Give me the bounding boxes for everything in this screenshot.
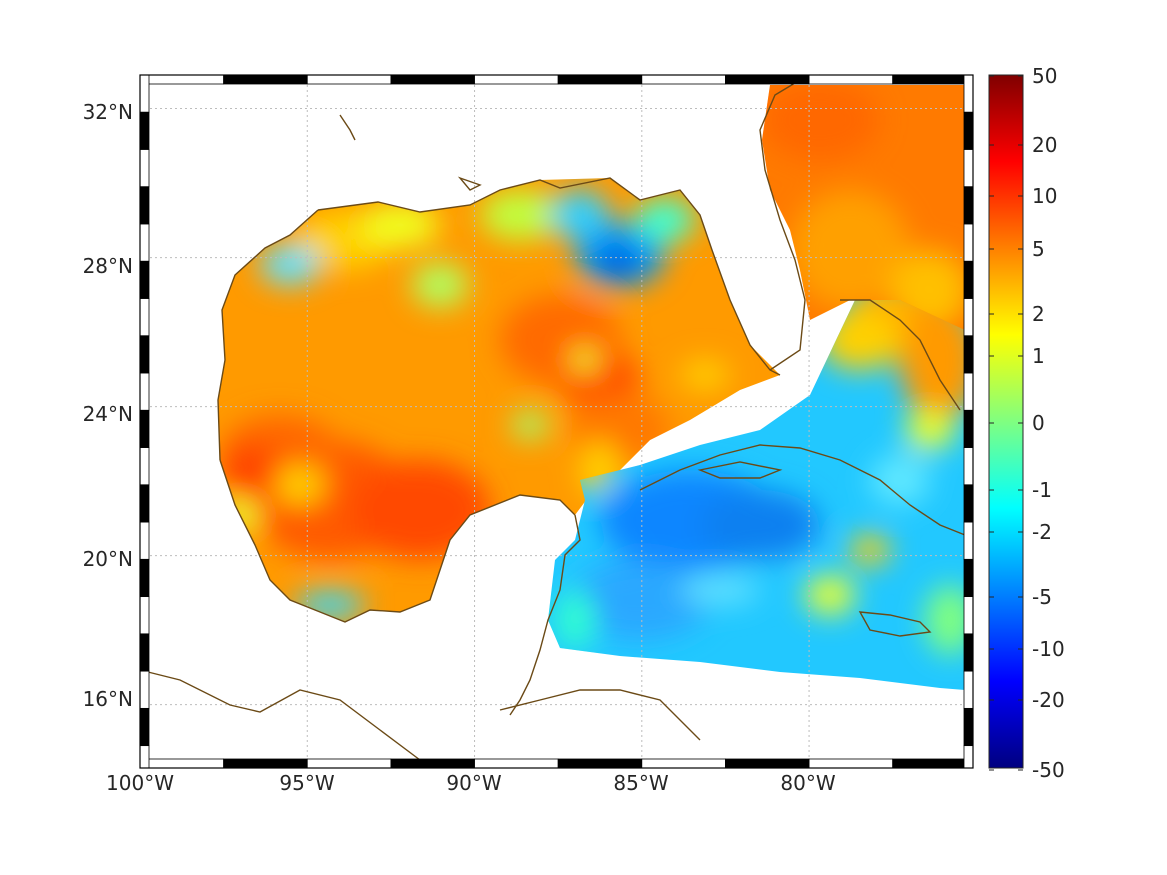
lon-tick-label: 85°W [613, 771, 668, 795]
frame-segment [963, 745, 974, 769]
frame-segment [963, 409, 974, 448]
lon-tick-label: 95°W [279, 771, 334, 795]
frame-segment [139, 111, 150, 150]
frame-segment [963, 298, 974, 337]
frame-segment [139, 372, 150, 411]
colorbar-tick-label: 2 [1032, 302, 1045, 326]
caribbean-field [548, 300, 965, 690]
colorbar-tick-label: 1 [1032, 344, 1045, 368]
frame-segment [963, 260, 974, 299]
coastlines [139, 74, 966, 761]
frame-segment [963, 558, 974, 598]
frame-segment [223, 758, 308, 769]
frame-segment [139, 484, 150, 523]
lat-tick-labels: 32°N 28°N 24°N 20°N 16°N [83, 100, 133, 711]
frame-segment [139, 745, 150, 769]
frame-segment [474, 758, 559, 769]
frame-segment [139, 298, 150, 337]
lon-tick-labels: 100°W 95°W 90°W 85°W 80°W [106, 771, 836, 795]
lat-tick-label: 16°N [83, 687, 133, 711]
colorbar-tick-label: -5 [1032, 585, 1052, 609]
frame-segment [139, 558, 150, 598]
frame-segment [808, 758, 894, 769]
atlantic-field [762, 85, 965, 330]
frame-segment [963, 149, 974, 188]
frame-segment [963, 335, 974, 374]
colorbar-gradient [988, 74, 1024, 769]
colorbar-tick-label: -10 [1032, 637, 1065, 661]
frame-segment [390, 758, 475, 769]
frame-segment [725, 74, 810, 85]
frame-segment [223, 74, 308, 85]
frame-segment [139, 707, 150, 747]
colorbar: 50 20 10 5 2 1 0 -1 -2 -5 -10 -20 -50 [988, 64, 1065, 782]
lon-tick-label: 80°W [780, 771, 835, 795]
frame-segment [963, 707, 974, 747]
frame-segment [474, 74, 559, 85]
colorbar-tick-label: 10 [1032, 184, 1057, 208]
frame-segment [139, 186, 150, 225]
colorbar-tick-label: -20 [1032, 688, 1065, 712]
frame-segment [139, 223, 150, 262]
frame-segment [641, 74, 726, 85]
frame-segment [963, 111, 974, 150]
frame-segment [725, 758, 810, 769]
frame-segment [139, 409, 150, 448]
frame-segment [139, 758, 225, 769]
colorbar-tick-label: 20 [1032, 133, 1057, 157]
frame-outline [139, 74, 974, 769]
frame-segment [963, 372, 974, 411]
map-frame [139, 74, 974, 769]
frame-segment [306, 74, 392, 85]
frame-segment [963, 633, 974, 672]
colorbar-ticks [989, 75, 1023, 771]
lat-tick-label: 20°N [83, 547, 133, 571]
gulf-field [218, 178, 780, 622]
frame-segment [139, 74, 150, 113]
lat-tick-label: 28°N [83, 254, 133, 278]
frame-segment [963, 447, 974, 486]
frame-segment [139, 149, 150, 188]
colorbar-tick-label: 0 [1032, 411, 1045, 435]
frame-segment [139, 633, 150, 672]
anomaly-field [218, 85, 965, 690]
colorbar-tick-label: -2 [1032, 520, 1052, 544]
frame-segment [963, 74, 974, 113]
frame-segment [139, 260, 150, 299]
graticule [140, 75, 973, 768]
frame-segment [139, 596, 150, 635]
lon-tick-label: 100°W [106, 771, 174, 795]
frame-segment [808, 74, 894, 85]
frame-segment [963, 484, 974, 523]
frame-segment [892, 74, 974, 85]
frame-segment [139, 74, 225, 85]
frame-segment [963, 670, 974, 709]
lat-tick-label: 32°N [83, 100, 133, 124]
frame-segment [139, 335, 150, 374]
frame-segment [641, 758, 726, 769]
colorbar-tick-label: -1 [1032, 478, 1052, 502]
frame-segment [390, 74, 475, 85]
frame-segment [892, 758, 974, 769]
lat-tick-label: 24°N [83, 402, 133, 426]
colorbar-tick-label: -50 [1032, 758, 1065, 782]
lon-tick-label: 90°W [446, 771, 501, 795]
frame-segment [963, 223, 974, 262]
frame-segment [306, 758, 392, 769]
frame-segment [557, 74, 643, 85]
colorbar-tick-labels: 50 20 10 5 2 1 0 -1 -2 -5 -10 -20 -50 [1032, 64, 1065, 782]
colorbar-tick-label: 50 [1032, 64, 1057, 88]
colorbar-tick-label: 5 [1032, 237, 1045, 261]
frame-segment [963, 596, 974, 635]
frame-segment [963, 521, 974, 560]
frame-segment [557, 758, 643, 769]
frame-segment [139, 670, 150, 709]
frame-segment [963, 186, 974, 225]
frame-segment [139, 447, 150, 486]
frame-segment [139, 521, 150, 560]
